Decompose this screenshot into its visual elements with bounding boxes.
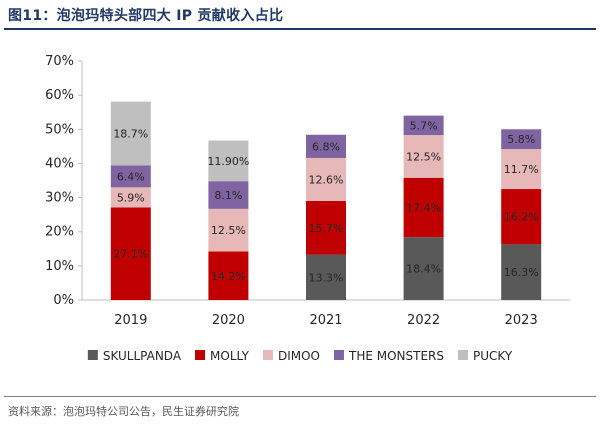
x-tick-label: 2019 bbox=[114, 313, 147, 328]
bar-the-monsters-2023 bbox=[501, 129, 542, 150]
bar-the-monsters-2020 bbox=[208, 181, 249, 209]
data-label-molly-2019: 27.1% bbox=[113, 248, 148, 261]
data-label-molly-2023: 16.2% bbox=[504, 211, 539, 224]
data-label-skullpanda-2023: 16.3% bbox=[504, 266, 539, 279]
bar-molly-2019 bbox=[110, 207, 151, 300]
data-label-skullpanda-2022: 18.4% bbox=[406, 263, 441, 276]
data-label-skullpanda-2021: 13.3% bbox=[309, 271, 344, 284]
data-label-the-monsters-2021: 6.8% bbox=[312, 140, 340, 153]
y-tick-label: 60% bbox=[45, 88, 74, 103]
data-label-molly-2020: 14.2% bbox=[211, 270, 246, 283]
bar-dimoo-2022 bbox=[403, 135, 444, 178]
data-label-dimoo-2021: 12.6% bbox=[309, 173, 344, 186]
x-tick-label: 2020 bbox=[212, 313, 245, 328]
legend-swatch-molly bbox=[195, 350, 206, 360]
legend-swatch-pucky bbox=[458, 350, 468, 360]
bar-the-monsters-2021 bbox=[306, 134, 346, 158]
bar-molly-2020 bbox=[208, 251, 249, 300]
bar-the-monsters-2019 bbox=[110, 165, 151, 188]
x-tick-label: 2023 bbox=[505, 313, 538, 328]
bar-dimoo-2023 bbox=[501, 149, 542, 190]
bar-skullpanda-2023 bbox=[501, 244, 542, 300]
y-tick-label: 10% bbox=[45, 259, 74, 274]
legend-label-dimoo: DIMOO bbox=[278, 349, 320, 363]
y-tick-label: 70% bbox=[45, 54, 74, 69]
bar-molly-2021 bbox=[306, 200, 346, 255]
data-label-molly-2021: 15.7% bbox=[309, 222, 344, 235]
bar-pucky-2020 bbox=[208, 140, 249, 182]
y-tick-label: 30% bbox=[45, 191, 74, 206]
data-label-the-monsters-2020: 8.1% bbox=[214, 189, 242, 202]
y-tick-label: 20% bbox=[45, 225, 74, 240]
source-rule bbox=[4, 396, 596, 397]
data-label-pucky-2019: 18.7% bbox=[113, 128, 148, 141]
data-label-the-monsters-2023: 5.8% bbox=[507, 133, 535, 146]
bar-pucky-2019 bbox=[110, 101, 151, 166]
y-tick-label: 40% bbox=[45, 156, 74, 171]
legend-label-skullpanda: SKULLPANDA bbox=[103, 349, 182, 363]
x-tick-label: 2022 bbox=[407, 313, 440, 328]
legend-swatch-dimoo bbox=[262, 350, 273, 360]
bar-dimoo-2021 bbox=[306, 157, 346, 201]
y-tick-label: 0% bbox=[53, 293, 74, 308]
data-label-dimoo-2020: 12.5% bbox=[211, 224, 246, 237]
bar-dimoo-2019 bbox=[110, 187, 151, 208]
bar-molly-2023 bbox=[501, 189, 542, 245]
legend-label-the-monsters: THE MONSTERS bbox=[348, 349, 444, 363]
bar-molly-2022 bbox=[403, 177, 444, 238]
data-label-dimoo-2019: 5.9% bbox=[117, 191, 145, 204]
data-label-the-monsters-2022: 5.7% bbox=[410, 119, 438, 132]
y-tick-label: 50% bbox=[45, 122, 74, 137]
data-label-molly-2022: 17.4% bbox=[406, 201, 441, 214]
figure-title: 图11：泡泡玛特头部四大 IP 贡献收入占比 bbox=[8, 8, 284, 24]
bar-the-monsters-2022 bbox=[403, 115, 444, 136]
x-tick-label: 2021 bbox=[309, 313, 342, 328]
bar-skullpanda-2021 bbox=[306, 254, 346, 300]
data-label-dimoo-2022: 12.5% bbox=[406, 150, 441, 163]
data-label-the-monsters-2019: 6.4% bbox=[117, 170, 145, 183]
stacked-bar-chart: 0% 10% 20% 30% 40% 50% 60% 70% 27.1% 5.9% 6.4% 18.7… bbox=[45, 54, 570, 363]
data-label-dimoo-2023: 11.7% bbox=[504, 163, 539, 176]
legend-label-molly: MOLLY bbox=[210, 349, 250, 363]
legend-swatch-skullpanda bbox=[87, 350, 98, 360]
bar-dimoo-2020 bbox=[208, 208, 249, 252]
source-note: 资料来源：泡泡玛特公司公告，民生证券研究院 bbox=[8, 405, 239, 418]
bar-skullpanda-2022 bbox=[403, 237, 444, 300]
legend-label-pucky: PUCKY bbox=[473, 349, 513, 363]
data-label-pucky-2020: 11.90% bbox=[207, 155, 249, 168]
legend-swatch-the-monsters bbox=[333, 350, 344, 360]
title-rule bbox=[4, 28, 596, 30]
